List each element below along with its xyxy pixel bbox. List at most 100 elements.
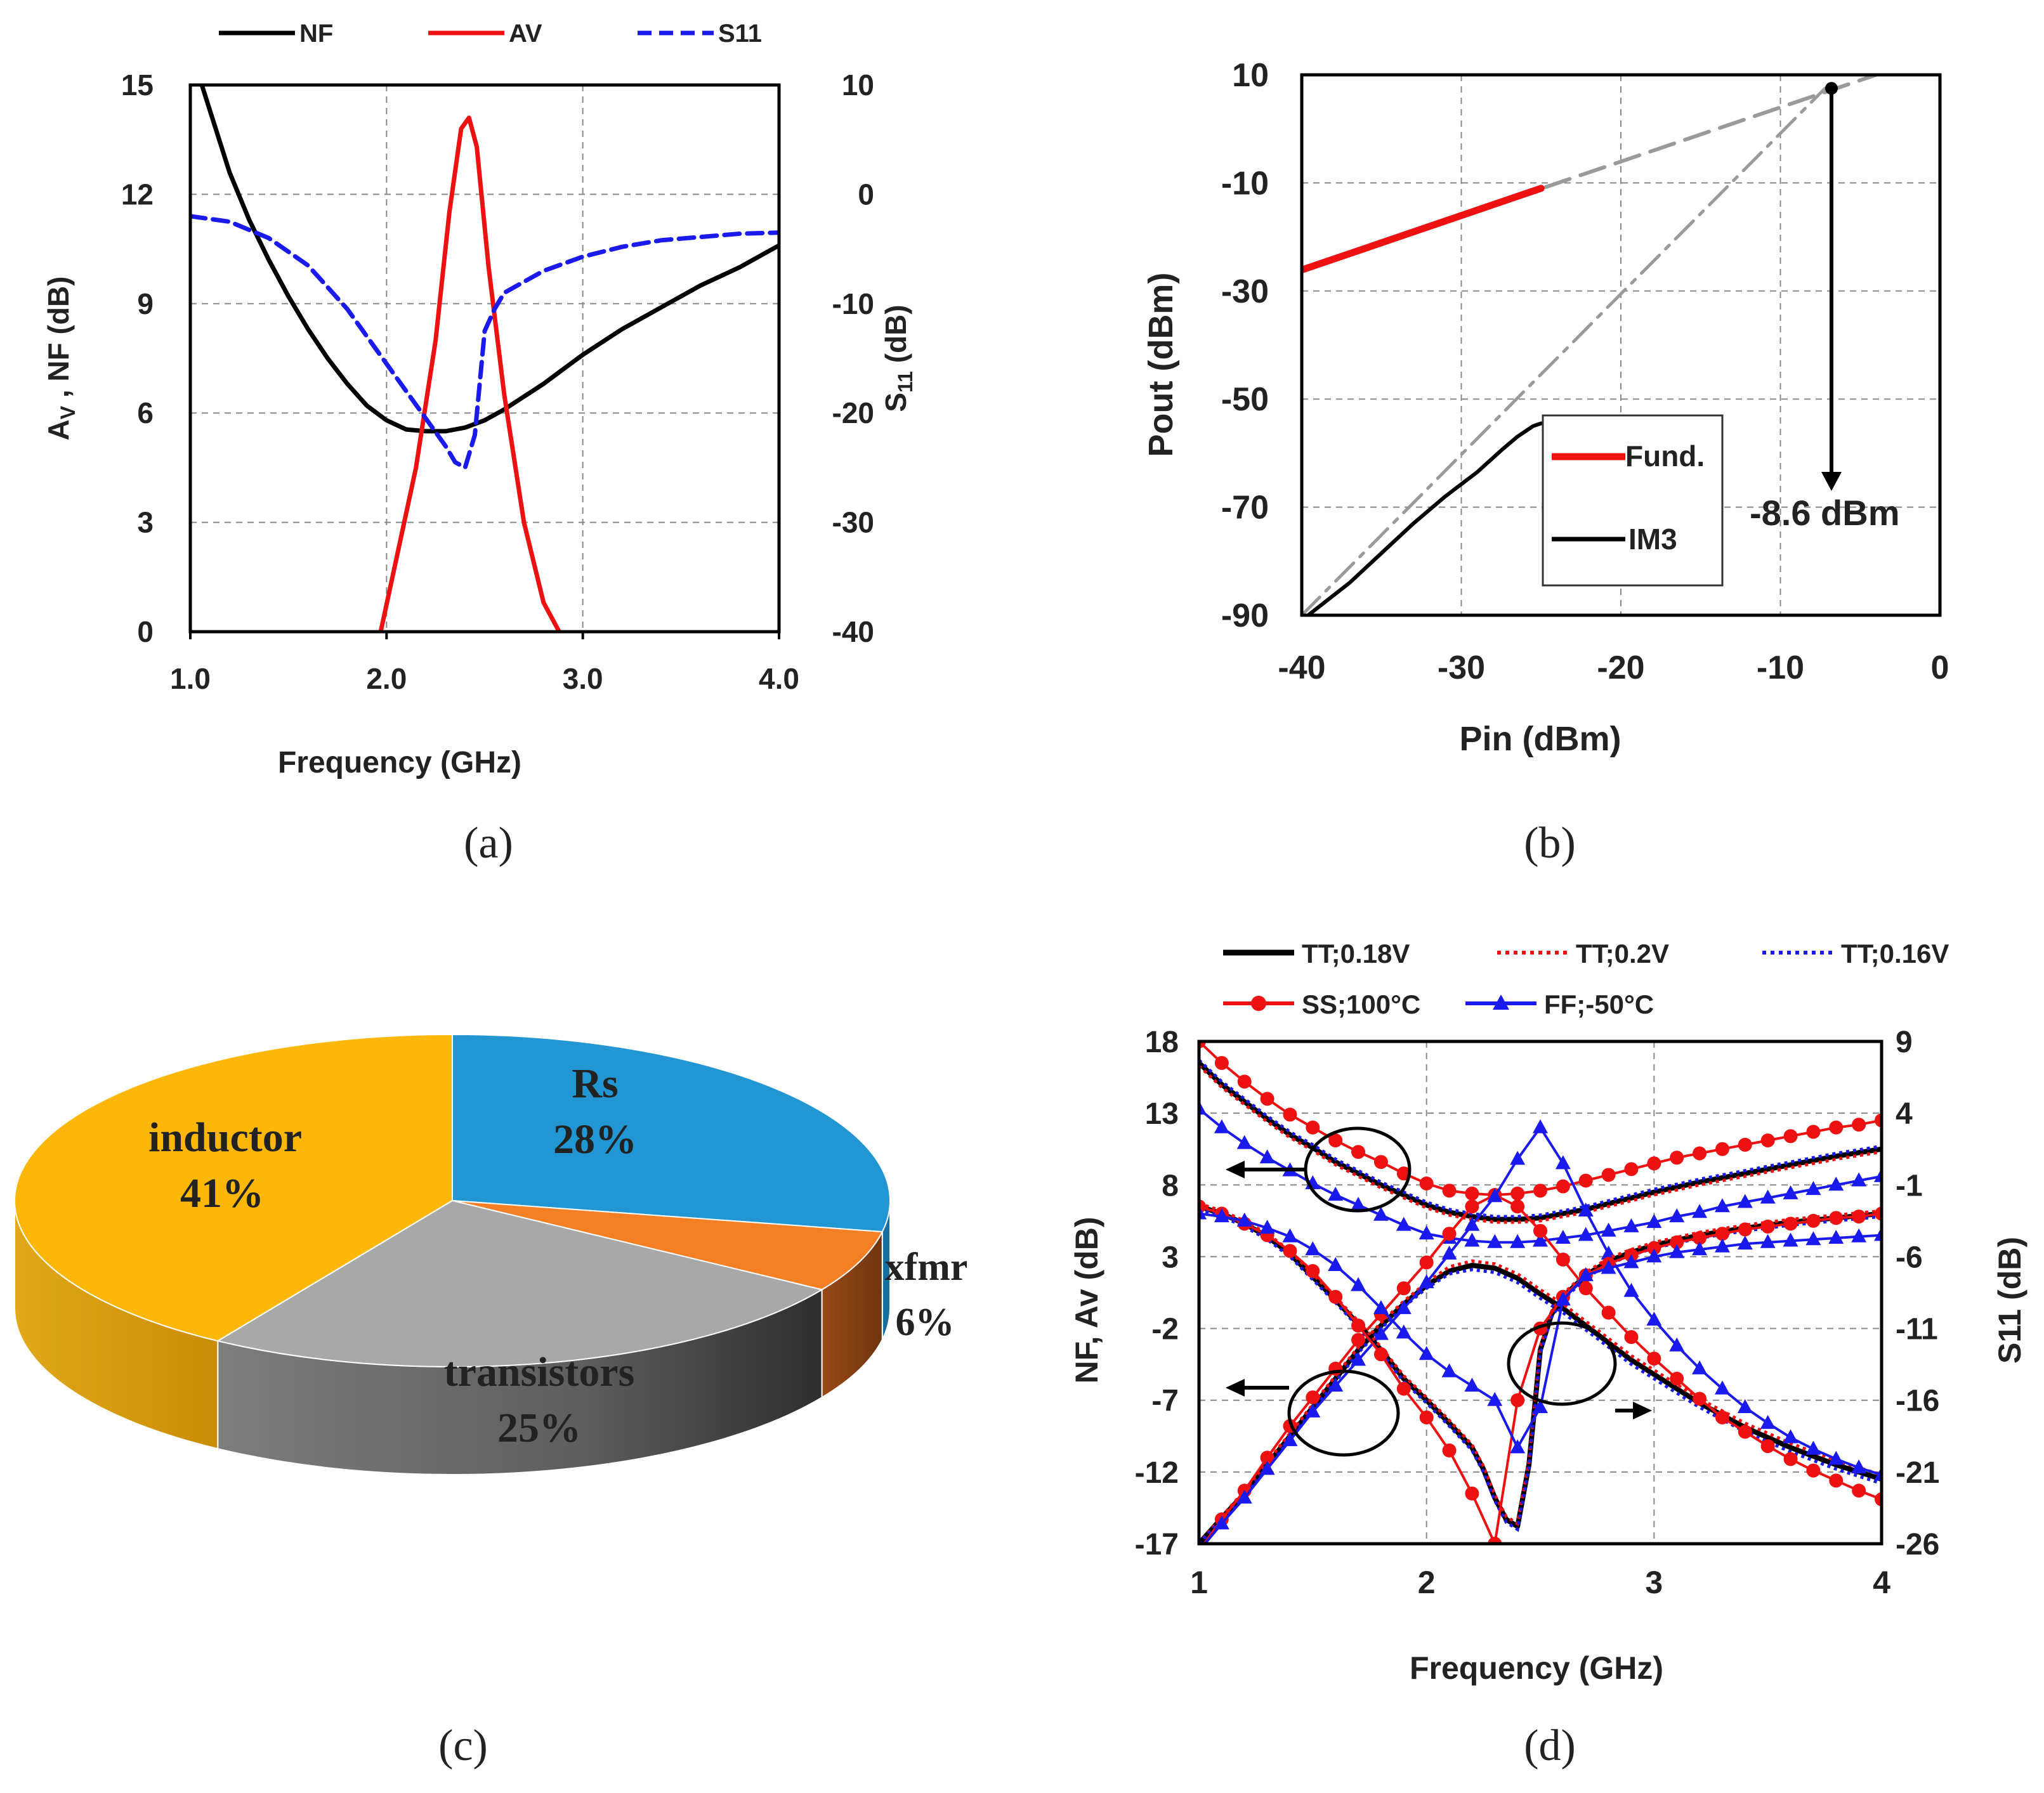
tick-label-y-left: 9 — [137, 287, 154, 320]
marker-ss-100-c-av — [1578, 1281, 1593, 1296]
chart-b-legend-box — [1542, 414, 1724, 587]
marker-ss-100-c-nf — [1875, 1113, 1882, 1128]
marker-ff-50-c-s11 — [1236, 1212, 1252, 1227]
marker-ff-50-c-s11 — [1305, 1241, 1321, 1256]
chart-a-gridlines — [190, 85, 779, 632]
marker-ff-50-c-av — [1259, 1461, 1275, 1475]
marker-ss-100-c-nf — [1738, 1137, 1752, 1152]
marker-ss-100-c-nf — [1647, 1156, 1661, 1171]
marker-ff-50-c-nf — [1533, 1232, 1548, 1247]
marker-ss-100-c-av — [1556, 1252, 1570, 1267]
marker-ss-100-c-s11 — [1806, 1213, 1821, 1228]
series-line-fund — [1302, 185, 1545, 274]
marker-ff-50-c-nf — [1464, 1232, 1480, 1247]
marker-ss-100-c-s11 — [1510, 1393, 1525, 1407]
marker-ss-100-c-nf — [1419, 1177, 1434, 1191]
marker-ff-50-c-s11 — [1487, 1392, 1503, 1406]
marker-ff-50-c-av — [1874, 1466, 1882, 1481]
marker-ff-50-c-s11 — [1214, 1208, 1229, 1223]
tick-label-y-left: 13 — [1145, 1097, 1179, 1131]
marker-ss-100-c-av — [1693, 1392, 1707, 1406]
legend-label-tt-0-16v: TT;0.16V — [1841, 939, 1949, 968]
legend-marker-ff-50-c — [1493, 994, 1509, 1010]
marker-ff-50-c-s11 — [1441, 1363, 1457, 1378]
chart-d-ylabel-left: NF, Av (dB) — [1069, 1217, 1104, 1384]
marker-ff-50-c-av — [1760, 1414, 1776, 1429]
marker-ff-50-c-nf — [1328, 1187, 1344, 1201]
marker-ss-100-c-nf — [1214, 1055, 1229, 1070]
tick-label-y-right: -6 — [1896, 1241, 1923, 1274]
marker-ss-100-c-av — [1647, 1352, 1661, 1366]
marker-ff-50-c-av — [1236, 1489, 1252, 1504]
marker-ss-100-c-s11 — [1738, 1222, 1752, 1237]
legend-label-fund: Fund. — [1625, 440, 1705, 473]
pie-slice-transistors — [216, 1199, 824, 1367]
legend-label-tt-0-2v: TT;0.2V — [1576, 939, 1669, 968]
marker-ss-100-c-nf — [1829, 1120, 1844, 1135]
marker-ss-100-c-s11 — [1351, 1319, 1366, 1333]
marker-ss-100-c-av — [1760, 1439, 1775, 1454]
marker-ff-50-c-nf — [1760, 1189, 1776, 1204]
tick-label-y-left: 18 — [1145, 1026, 1179, 1059]
chart-b-annotation: -8.6 dBm — [1750, 493, 1900, 533]
marker-ff-50-c-av — [1737, 1399, 1753, 1414]
marker-ss-100-c-av — [1351, 1333, 1366, 1347]
pie-label-rs: Rs — [572, 1060, 618, 1107]
tick-label-y: -10 — [1221, 165, 1269, 202]
marker-ff-50-c-s11 — [1851, 1228, 1867, 1242]
chart-a-series — [190, 85, 779, 632]
chart-d-ticks: 1 2 3 4 -17 -12 -7 -2 3 8 13 18 -26 -21 -16 -11 -6 -1 4 9 — [1135, 1026, 1940, 1600]
tick-label-y-left: 3 — [137, 506, 154, 539]
marker-ff-50-c-s11 — [1714, 1238, 1730, 1253]
pie-label-transistors: transistors — [444, 1349, 635, 1395]
marker-ff-50-c-av — [1510, 1151, 1526, 1165]
marker-ff-50-c-nf — [1828, 1177, 1844, 1191]
marker-ss-100-c-s11 — [1760, 1219, 1775, 1234]
marker-ss-100-c-s11 — [1875, 1206, 1882, 1221]
tick-label-y-right: 4 — [1896, 1097, 1913, 1131]
tick-label-x: 0 — [1931, 649, 1949, 686]
pie-slice-xfmr — [452, 1200, 884, 1291]
marker-ff-50-c-av — [1328, 1378, 1344, 1392]
marker-ff-50-c-s11 — [1464, 1378, 1480, 1392]
legend-label-ff-50-c: FF;-50°C — [1544, 989, 1654, 1019]
marker-ff-50-c-s11 — [1828, 1230, 1844, 1244]
marker-ff-50-c-nf — [1578, 1227, 1594, 1241]
marker-ff-50-c-av — [1828, 1451, 1844, 1465]
marker-ff-50-c-s11 — [1555, 1291, 1571, 1306]
ellipse-s11-marker — [1507, 1321, 1617, 1406]
series-line-s11 — [190, 214, 779, 470]
chart-d: 1 2 3 4 -17 -12 -7 -2 3 8 13 18 -26 -21 -16 -11 -6 -1 4 9 T… — [1069, 939, 2028, 1770]
marker-ss-100-c-nf — [1351, 1145, 1366, 1159]
legend-label-nf: NF — [299, 20, 333, 48]
marker-ff-50-c-nf — [1646, 1214, 1662, 1229]
marker-ff-50-c-s11 — [1805, 1231, 1821, 1246]
marker-ss-100-c-av — [1829, 1473, 1844, 1488]
marker-ss-100-c-nf — [1260, 1092, 1274, 1106]
marker-ff-50-c-s11 — [1418, 1346, 1434, 1360]
marker-ss-100-c-s11 — [1693, 1231, 1707, 1246]
marker-ss-100-c-nf — [1783, 1129, 1798, 1144]
tick-label-y-right: -40 — [832, 615, 874, 648]
chart-b-ticks: -40 -30 -20 -10 0 -90 -70 -50 -30 -10 10 — [1221, 57, 1949, 686]
series-line-tt-0-18v-nf — [1199, 1060, 1882, 1222]
marker-ff-50-c-nf — [1236, 1135, 1252, 1149]
marker-ff-50-c-nf — [1874, 1168, 1882, 1182]
marker-ff-50-c-s11 — [1373, 1300, 1389, 1314]
marker-ss-100-c-s11 — [1670, 1235, 1684, 1249]
chart-d-legend: TT;0.18V TT;0.2V TT;0.16V SS;100°C FF;-50°C — [1223, 939, 1949, 1019]
chart-a-legend: NF AV S11 — [219, 20, 762, 48]
pie-pct-rs: 28% — [553, 1116, 637, 1163]
marker-ff-50-c-s11 — [1646, 1248, 1662, 1263]
legend-label-s11: S11 — [718, 20, 762, 48]
legend-marker-ss-100-c — [1251, 996, 1266, 1011]
marker-ff-50-c-nf — [1623, 1218, 1639, 1232]
tick-label-y-right: -26 — [1896, 1528, 1939, 1562]
marker-ss-100-c-nf — [1556, 1179, 1570, 1194]
pie-pct-xfmr: 6% — [896, 1301, 955, 1344]
marker-ff-50-c-av — [1464, 1216, 1480, 1231]
legend-label-im3: IM3 — [1628, 523, 1677, 556]
series-line-fund-extrapolation — [1302, 75, 1882, 272]
chart-a-plot-frame — [188, 83, 781, 634]
